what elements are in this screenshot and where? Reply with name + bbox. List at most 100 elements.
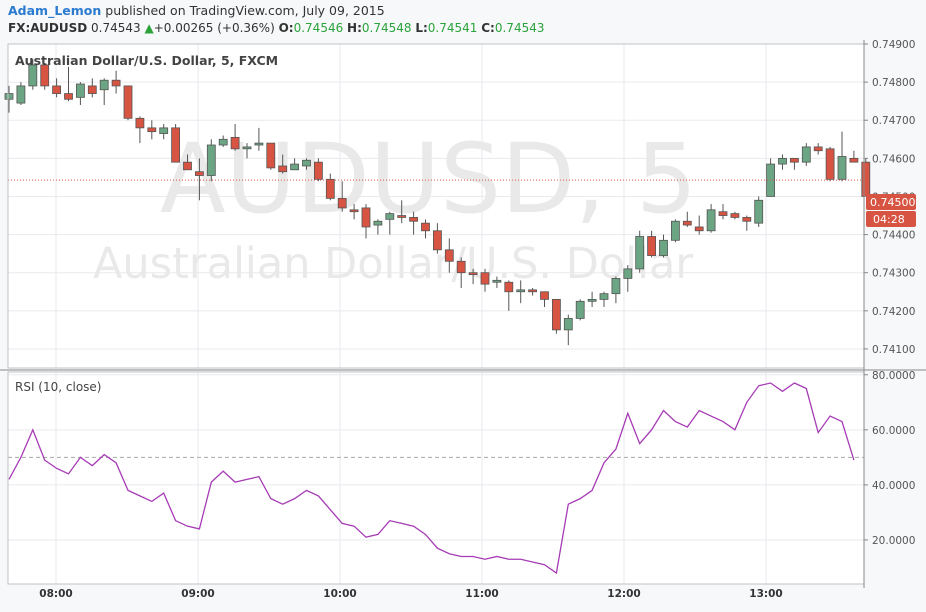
- candle-down: [682, 220, 692, 226]
- candle-down: [325, 178, 335, 199]
- candle-down: [183, 161, 192, 171]
- open-label: O:: [278, 21, 294, 35]
- price-axis[interactable]: 0.74100 0.74200 0.74300 0.74400 0.74500 0.746…: [864, 39, 915, 356]
- candle-down: [432, 230, 442, 251]
- candle-up: [599, 293, 609, 300]
- open-value: 0.74546: [293, 21, 344, 35]
- candle-up: [290, 163, 300, 171]
- rsi-tick-label: 60.0000: [872, 425, 915, 437]
- up-arrow-icon: ▲: [144, 21, 154, 35]
- candle-up: [801, 146, 811, 163]
- candle-down: [813, 146, 823, 152]
- candle-down: [171, 127, 181, 163]
- candle-down: [742, 217, 752, 222]
- published-text: published on TradingView.com, July 09, 2…: [105, 3, 385, 18]
- candle-up: [206, 144, 216, 176]
- low-value: 0.74541: [427, 21, 478, 35]
- author-link[interactable]: Adam_Lemon: [8, 3, 102, 18]
- candle-down: [230, 136, 240, 150]
- candle-down: [278, 165, 288, 173]
- price-tick-label: 0.74100: [872, 344, 915, 356]
- candle-down: [87, 85, 97, 94]
- candle-up: [4, 93, 14, 100]
- candle-up: [623, 268, 633, 279]
- candle-down: [421, 222, 430, 232]
- rsi-layer: [8, 382, 864, 575]
- price-pane[interactable]: [8, 44, 864, 368]
- candle-down: [718, 211, 728, 216]
- rsi-line: [8, 382, 855, 575]
- candle-up: [99, 79, 109, 91]
- candle-down: [64, 93, 73, 100]
- countdown-tag: [866, 211, 916, 227]
- candle-down: [849, 157, 859, 163]
- candle-up: [516, 289, 526, 293]
- rsi-tick-label: 20.0000: [872, 535, 915, 547]
- candle-down: [647, 236, 656, 256]
- candle-layer: [4, 59, 871, 346]
- rsi-axis[interactable]: 20.0000 40.0000 60.0000 80.0000: [864, 370, 915, 547]
- candle-up: [373, 220, 383, 226]
- candle-up: [611, 278, 621, 295]
- candle-down: [694, 226, 704, 232]
- candle-down: [361, 207, 371, 228]
- time-tick-label: 12:00: [607, 588, 640, 600]
- candle-down: [135, 117, 145, 129]
- candle-up: [218, 138, 228, 146]
- candle-up: [76, 83, 85, 98]
- price-tick-label: 0.74900: [872, 39, 915, 51]
- candle-down: [147, 127, 157, 133]
- candle-up: [159, 127, 169, 134]
- candle-down: [40, 64, 50, 87]
- candle-down: [349, 209, 359, 213]
- candle-up: [587, 298, 597, 302]
- candle-down: [337, 197, 347, 209]
- high-value: 0.74548: [361, 21, 412, 35]
- candle-down: [825, 148, 835, 180]
- candle-up: [706, 209, 716, 232]
- candle-down: [861, 161, 871, 197]
- high-label: H:: [347, 21, 362, 35]
- chart-title: Australian Dollar/U.S. Dollar, 5, FXCM: [15, 53, 278, 68]
- candle-up: [242, 146, 252, 150]
- symbol-info: FX:AUDUSD 0.74543 ▲+0.00265 (+0.36%) O:0…: [8, 21, 544, 35]
- price-tick-label: 0.74300: [872, 268, 915, 280]
- candle-up: [254, 142, 264, 146]
- time-tick-label: 09:00: [181, 588, 214, 600]
- time-axis[interactable]: 08:00 09:00 10:00 11:00 12:00 13:00: [39, 588, 782, 600]
- candle-down: [730, 213, 740, 218]
- candle-up: [385, 213, 395, 220]
- close-value: 0.74543: [494, 21, 545, 35]
- candle-down: [313, 161, 323, 180]
- rsi-tick-label: 40.0000: [872, 480, 915, 492]
- candle-down: [397, 215, 407, 218]
- last-price: 0.74543: [91, 21, 141, 35]
- candle-down: [52, 85, 61, 94]
- low-label: L:: [415, 21, 428, 35]
- time-tick-label: 08:00: [39, 588, 72, 600]
- candle-down: [194, 171, 204, 176]
- last-price-tag: [866, 194, 916, 210]
- close-label: C:: [481, 21, 495, 35]
- rsi-pane[interactable]: [8, 372, 864, 584]
- candle-down: [409, 217, 419, 222]
- time-tick-label: 13:00: [749, 588, 782, 600]
- candle-down: [790, 157, 799, 163]
- candle-up: [837, 156, 847, 180]
- candle-down: [444, 249, 454, 262]
- candle-up: [635, 236, 645, 270]
- candle-down: [266, 142, 276, 169]
- candle-up: [302, 159, 311, 167]
- candle-up: [754, 199, 764, 224]
- time-tick-label: 10:00: [323, 588, 356, 600]
- candle-up: [563, 318, 573, 331]
- price-tick-label: 0.74700: [872, 115, 915, 127]
- watermark-symbol: AUDUSD, 5: [160, 123, 697, 235]
- candle-up: [492, 279, 502, 283]
- price-tick-label: 0.74200: [872, 306, 915, 318]
- candle-down: [456, 260, 466, 274]
- symbol-label: FX:AUDUSD: [8, 21, 88, 35]
- rsi-title: RSI (10, close): [15, 380, 101, 394]
- candle-down: [552, 298, 561, 331]
